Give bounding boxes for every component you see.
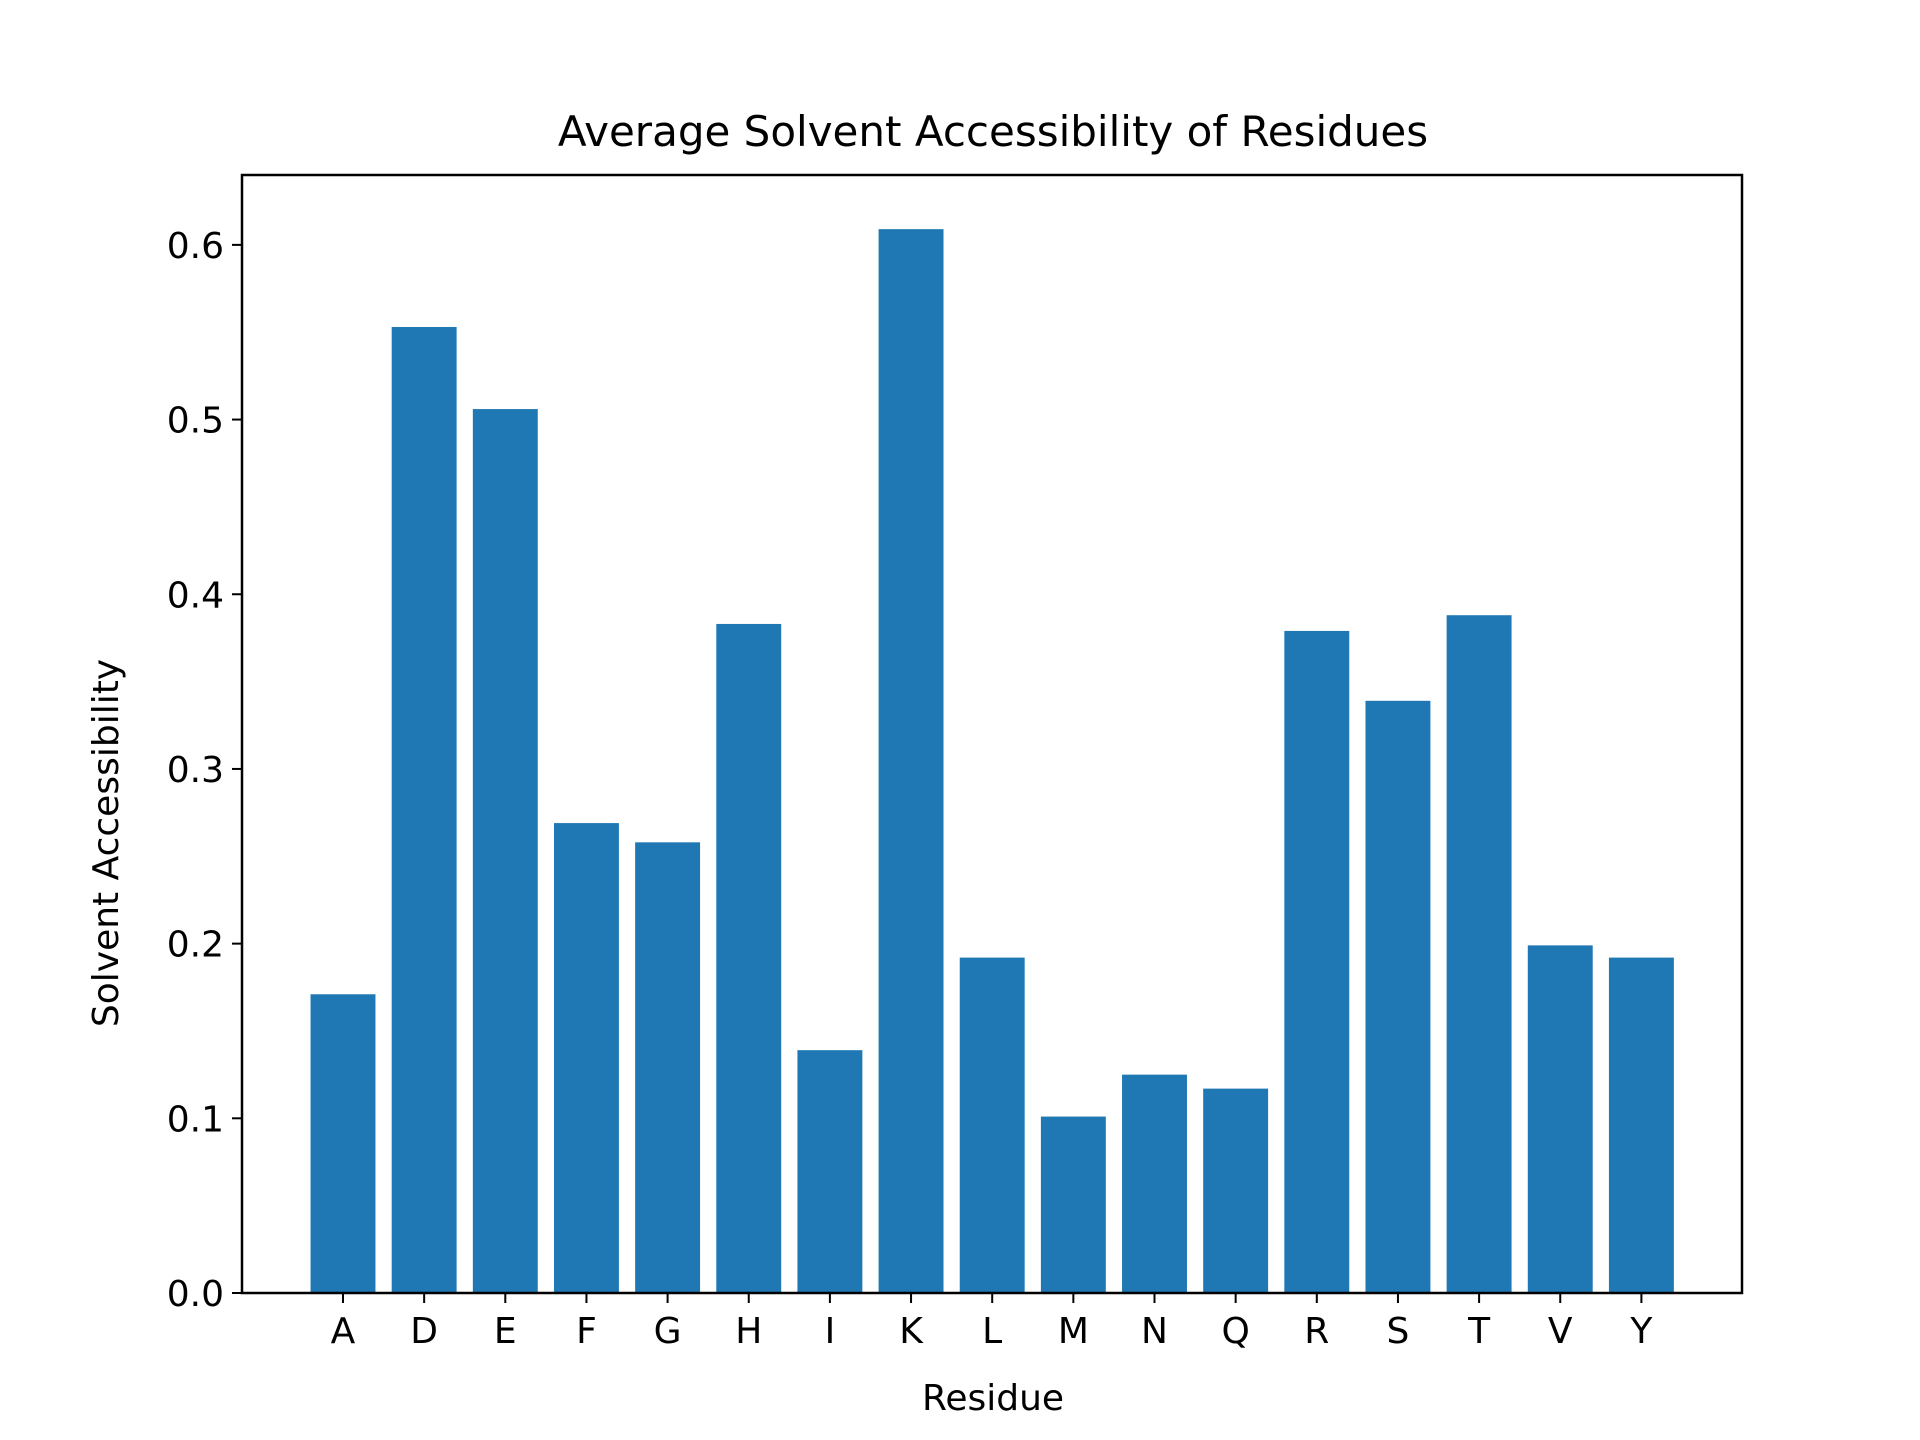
y-axis-label: Solvent Accessibility <box>86 659 127 1027</box>
bar-A <box>310 994 376 1293</box>
x-tick-label: G <box>654 1311 682 1352</box>
bar-Q <box>1203 1088 1269 1293</box>
x-tick-label: Q <box>1221 1311 1249 1352</box>
y-tick-label: 0.6 <box>167 226 224 267</box>
y-tick-label: 0.1 <box>167 1099 224 1140</box>
bars-group <box>310 229 1674 1294</box>
y-tick-label: 0.0 <box>167 1274 224 1315</box>
y-tick-label: 0.2 <box>167 925 224 966</box>
x-axis-label: Residue <box>922 1378 1064 1419</box>
bar-D <box>391 326 457 1294</box>
bar-I <box>797 1050 863 1293</box>
bar-K <box>878 229 944 1293</box>
bar-T <box>1446 615 1512 1293</box>
bar-V <box>1527 945 1593 1293</box>
bar-E <box>472 409 538 1294</box>
x-tick-label: I <box>825 1311 836 1352</box>
bar-N <box>1122 1074 1187 1293</box>
axes-frame <box>240 173 1744 1295</box>
y-tick-label: 0.3 <box>167 750 224 791</box>
bar-S <box>1365 700 1431 1293</box>
x-tick-label: E <box>494 1311 517 1352</box>
x-tick-label: K <box>899 1311 924 1352</box>
x-tick-label: R <box>1304 1311 1329 1352</box>
x-tick-label: V <box>1548 1311 1573 1352</box>
x-tick-label: T <box>1467 1311 1491 1352</box>
x-tick-label: L <box>982 1311 1002 1352</box>
x-tick-label: D <box>410 1311 438 1352</box>
bar-R <box>1284 630 1350 1293</box>
x-tick-label: Y <box>1629 1311 1653 1352</box>
bar-G <box>635 842 701 1293</box>
x-tick-label: A <box>331 1311 356 1352</box>
bar-F <box>553 823 619 1293</box>
x-tick-label: S <box>1387 1311 1410 1352</box>
x-tick-label: F <box>576 1311 597 1352</box>
bar-L <box>959 957 1025 1293</box>
bar-H <box>716 623 782 1293</box>
y-tick-label: 0.4 <box>167 575 224 616</box>
bar-M <box>1040 1116 1106 1293</box>
x-tick-label: M <box>1058 1311 1089 1352</box>
y-tick-label: 0.5 <box>167 401 224 442</box>
x-tick-label: N <box>1141 1311 1168 1352</box>
bar-Y <box>1608 957 1674 1293</box>
x-tick-label: H <box>735 1311 762 1352</box>
y-axis-ticks: 0.0 0.1 0.2 0.3 0.4 0.5 0.6 <box>167 226 242 1315</box>
chart-title: Average Solvent Accessibility of Residue… <box>558 107 1428 156</box>
